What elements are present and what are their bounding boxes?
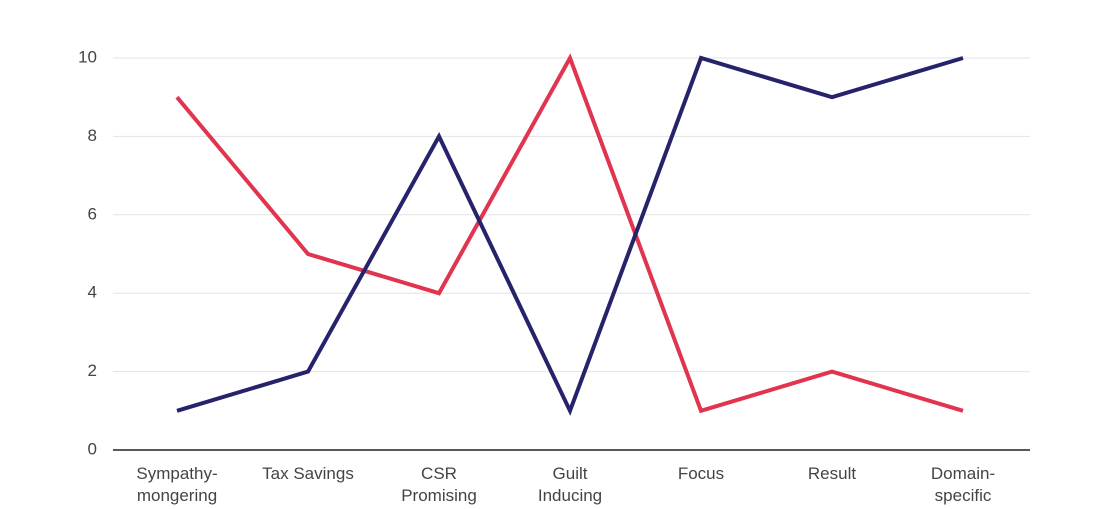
line-series xyxy=(176,55,964,416)
x-tick-label: Tax Savings xyxy=(262,464,354,483)
x-tick-label: Focus xyxy=(677,464,725,483)
y-tick-label: 8 xyxy=(88,126,97,145)
x-tick-label: Sympathy- mongering xyxy=(136,464,218,505)
y-tick-label: 4 xyxy=(88,283,97,302)
y-tick-label: 10 xyxy=(78,47,97,66)
line-series xyxy=(175,53,964,414)
x-tick-label: CSR Promising xyxy=(401,464,477,505)
y-tick-label: 6 xyxy=(88,204,97,223)
x-tick-label: Domain- specific xyxy=(930,464,996,505)
x-tick-label: Result xyxy=(807,464,857,483)
y-tick-label: 0 xyxy=(88,439,97,458)
y-tick-label: 2 xyxy=(88,361,97,380)
x-tick-label: Guilt Inducing xyxy=(537,464,603,505)
